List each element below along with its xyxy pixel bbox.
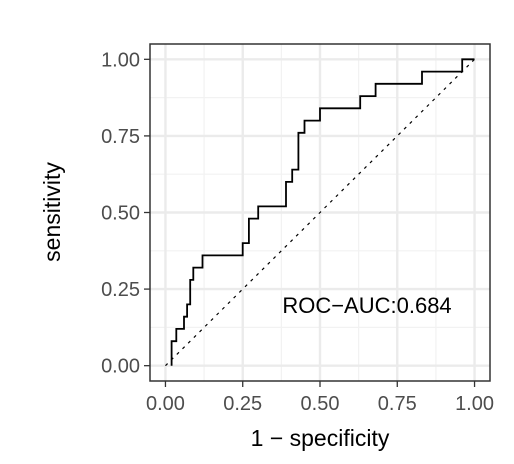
y-axis-title: sensitivity	[39, 162, 65, 262]
x-axis-ticks: 0.00 0.25 0.50 0.75 1.00	[146, 381, 494, 415]
x-tick-label: 0.50	[301, 393, 340, 415]
y-tick-label: 0.50	[101, 203, 140, 225]
reference-diagonal-line	[165, 58, 475, 367]
x-tick-label: 0.00	[146, 393, 185, 415]
x-tick-label: 0.75	[378, 393, 417, 415]
x-axis-title: 1 − specificity	[251, 425, 390, 451]
x-tick-label: 0.25	[223, 393, 262, 415]
y-tick-label: 0.00	[101, 356, 140, 378]
x-tick-label: 1.00	[455, 393, 494, 415]
y-tick-label: 0.75	[101, 126, 140, 148]
y-tick-label: 1.00	[101, 49, 140, 71]
auc-annotation: ROC−AUC:0.684	[282, 293, 451, 318]
y-tick-label: 0.25	[101, 279, 140, 301]
roc-curve-line	[170, 58, 475, 366]
y-axis-ticks: 0.00 0.25 0.50 0.75 1.00	[101, 49, 150, 378]
